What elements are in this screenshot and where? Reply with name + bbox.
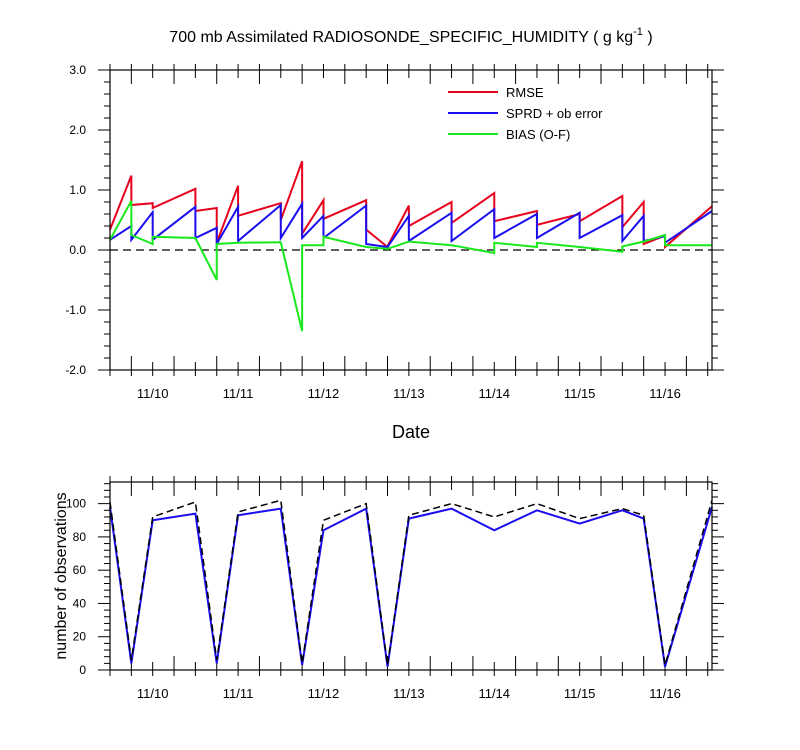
bottom-x-tick-label: 11/10 bbox=[137, 686, 169, 701]
bottom-x-tick-label: 11/11 bbox=[223, 686, 254, 701]
observation-count-chart: number of observations 11/10 11/11 11/12 11… bbox=[53, 476, 724, 701]
bottom-x-tick-label: 11/16 bbox=[649, 686, 681, 701]
rmse-spread-bias-chart: 700 mb Assimilated RADIOSONDE_SPECIFIC_H… bbox=[65, 26, 724, 442]
top-x-tick-label: 11/12 bbox=[308, 386, 340, 401]
bottom-x-tick-label: 11/15 bbox=[564, 686, 596, 701]
top-x-tick-label: 11/15 bbox=[564, 386, 596, 401]
top-x-tick-label: 11/14 bbox=[478, 386, 510, 401]
top-y-tick-label: 3.0 bbox=[69, 63, 86, 77]
bottom-y-tick-label: 20 bbox=[73, 630, 87, 644]
bottom-y-tick-label: 0 bbox=[79, 663, 86, 677]
top-y-tick-label: -1.0 bbox=[65, 303, 86, 317]
top-y-tick-label: 0.0 bbox=[69, 243, 86, 257]
top-x-tick-label: 11/11 bbox=[223, 386, 254, 401]
legend-label: BIAS (O-F) bbox=[506, 127, 570, 142]
top-chart-ticks: 11/10 11/11 11/12 11/13 11/14 11/15 11/16 -2.0 -… bbox=[65, 63, 724, 401]
top-x-tick-label: 11/16 bbox=[649, 386, 681, 401]
legend-label: SPRD + ob error bbox=[506, 106, 603, 121]
bottom-x-tick-label: 11/13 bbox=[393, 686, 425, 701]
top-y-tick-label: 2.0 bbox=[69, 123, 86, 137]
x-axis-label: Date bbox=[392, 422, 430, 442]
series-line-bias-o-f- bbox=[109, 200, 712, 332]
bottom-chart-frame bbox=[109, 481, 713, 671]
bottom-x-tick-label: 11/12 bbox=[308, 686, 340, 701]
series-line-rmse bbox=[109, 160, 713, 250]
top-y-tick-label: -2.0 bbox=[65, 363, 86, 377]
top-x-tick-label: 11/13 bbox=[393, 386, 425, 401]
bottom-y-tick-label: 100 bbox=[66, 497, 86, 511]
top-x-tick-label: 11/10 bbox=[137, 386, 169, 401]
series-line-observations-used bbox=[109, 506, 713, 667]
bottom-y-tick-label: 60 bbox=[73, 563, 87, 577]
series-line-observations-possible bbox=[109, 499, 713, 666]
y-axis-label: number of observations bbox=[53, 492, 70, 659]
chart-title: 700 mb Assimilated RADIOSONDE_SPECIFIC_H… bbox=[169, 26, 652, 46]
bottom-x-tick-label: 11/14 bbox=[478, 686, 510, 701]
top-chart-frame bbox=[109, 69, 713, 371]
legend-label: RMSE bbox=[506, 85, 544, 100]
bottom-y-tick-label: 40 bbox=[73, 596, 87, 610]
bottom-chart-series bbox=[109, 499, 713, 667]
bottom-chart-ticks: 11/10 11/11 11/12 11/13 11/14 11/15 11/16 0 20 40… bbox=[66, 476, 724, 701]
legend: RMSE SPRD + ob error BIAS (O-F) bbox=[448, 85, 603, 142]
top-y-tick-label: 1.0 bbox=[69, 183, 86, 197]
bottom-y-tick-label: 80 bbox=[73, 530, 87, 544]
top-chart-series bbox=[109, 160, 713, 332]
